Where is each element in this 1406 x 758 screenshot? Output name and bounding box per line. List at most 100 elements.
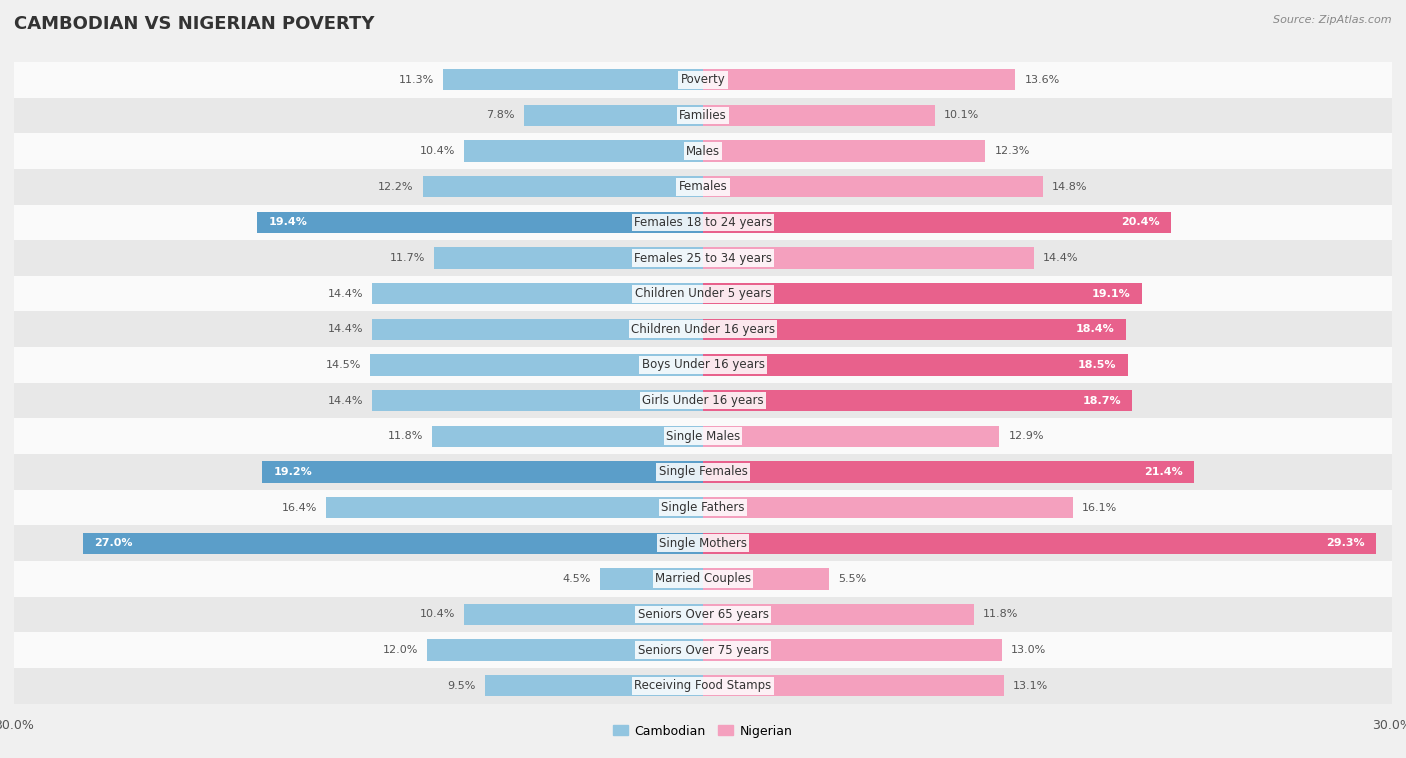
- Text: 14.5%: 14.5%: [325, 360, 361, 370]
- Text: 14.4%: 14.4%: [1043, 253, 1078, 263]
- Text: 21.4%: 21.4%: [1144, 467, 1182, 477]
- Text: 10.4%: 10.4%: [419, 146, 456, 156]
- Bar: [14, 62, 1392, 98]
- Bar: [464, 140, 703, 161]
- Bar: [14, 347, 1392, 383]
- Bar: [703, 640, 1001, 661]
- Bar: [262, 461, 703, 483]
- Bar: [83, 533, 703, 554]
- Bar: [14, 276, 1392, 312]
- Bar: [14, 205, 1392, 240]
- Text: 7.8%: 7.8%: [486, 111, 515, 121]
- Bar: [703, 425, 1000, 447]
- Bar: [373, 283, 703, 305]
- Legend: Cambodian, Nigerian: Cambodian, Nigerian: [609, 719, 797, 743]
- Text: Females: Females: [679, 180, 727, 193]
- Text: Receiving Food Stamps: Receiving Food Stamps: [634, 679, 772, 692]
- Text: Boys Under 16 years: Boys Under 16 years: [641, 359, 765, 371]
- Bar: [14, 525, 1392, 561]
- Bar: [464, 604, 703, 625]
- Bar: [703, 354, 1128, 376]
- Bar: [703, 69, 1015, 90]
- Text: 16.4%: 16.4%: [281, 503, 318, 512]
- Text: 18.5%: 18.5%: [1078, 360, 1116, 370]
- Bar: [524, 105, 703, 126]
- Text: 11.8%: 11.8%: [983, 609, 1018, 619]
- Bar: [703, 533, 1376, 554]
- Bar: [14, 312, 1392, 347]
- Text: Females 18 to 24 years: Females 18 to 24 years: [634, 216, 772, 229]
- Bar: [703, 176, 1043, 197]
- Text: Single Fathers: Single Fathers: [661, 501, 745, 514]
- Text: Females 25 to 34 years: Females 25 to 34 years: [634, 252, 772, 265]
- Text: 13.1%: 13.1%: [1012, 681, 1049, 691]
- Text: 14.4%: 14.4%: [328, 289, 363, 299]
- Text: 12.3%: 12.3%: [994, 146, 1031, 156]
- Text: 29.3%: 29.3%: [1326, 538, 1364, 548]
- Bar: [373, 390, 703, 412]
- Text: Males: Males: [686, 145, 720, 158]
- Bar: [703, 568, 830, 590]
- Bar: [370, 354, 703, 376]
- Text: Source: ZipAtlas.com: Source: ZipAtlas.com: [1274, 15, 1392, 25]
- Bar: [703, 496, 1073, 518]
- Text: 14.4%: 14.4%: [328, 324, 363, 334]
- Text: 19.2%: 19.2%: [274, 467, 312, 477]
- Text: 14.4%: 14.4%: [328, 396, 363, 406]
- Bar: [703, 283, 1142, 305]
- Text: 27.0%: 27.0%: [94, 538, 134, 548]
- Bar: [703, 247, 1033, 269]
- Bar: [427, 640, 703, 661]
- Bar: [485, 675, 703, 697]
- Text: 13.0%: 13.0%: [1011, 645, 1046, 655]
- Text: 12.2%: 12.2%: [378, 182, 413, 192]
- Bar: [703, 140, 986, 161]
- Bar: [14, 632, 1392, 668]
- Bar: [14, 561, 1392, 597]
- Bar: [14, 169, 1392, 205]
- Bar: [326, 496, 703, 518]
- Bar: [703, 318, 1126, 340]
- Text: Girls Under 16 years: Girls Under 16 years: [643, 394, 763, 407]
- Bar: [443, 69, 703, 90]
- Bar: [703, 211, 1171, 233]
- Bar: [434, 247, 703, 269]
- Bar: [703, 604, 974, 625]
- Bar: [14, 668, 1392, 703]
- Bar: [703, 390, 1132, 412]
- Bar: [257, 211, 703, 233]
- Text: 11.3%: 11.3%: [399, 75, 434, 85]
- Text: Children Under 5 years: Children Under 5 years: [634, 287, 772, 300]
- Bar: [432, 425, 703, 447]
- Text: 18.4%: 18.4%: [1076, 324, 1114, 334]
- Text: 4.5%: 4.5%: [562, 574, 591, 584]
- Bar: [423, 176, 703, 197]
- Text: 5.5%: 5.5%: [838, 574, 866, 584]
- Text: 10.4%: 10.4%: [419, 609, 456, 619]
- Bar: [14, 383, 1392, 418]
- Text: 11.7%: 11.7%: [389, 253, 425, 263]
- Bar: [703, 461, 1195, 483]
- Bar: [14, 240, 1392, 276]
- Text: CAMBODIAN VS NIGERIAN POVERTY: CAMBODIAN VS NIGERIAN POVERTY: [14, 15, 374, 33]
- Text: 11.8%: 11.8%: [388, 431, 423, 441]
- Text: Married Couples: Married Couples: [655, 572, 751, 585]
- Text: 18.7%: 18.7%: [1083, 396, 1121, 406]
- Text: 20.4%: 20.4%: [1122, 218, 1160, 227]
- Bar: [373, 318, 703, 340]
- Bar: [14, 454, 1392, 490]
- Bar: [14, 418, 1392, 454]
- Bar: [14, 597, 1392, 632]
- Text: Poverty: Poverty: [681, 74, 725, 86]
- Text: Families: Families: [679, 109, 727, 122]
- Text: 16.1%: 16.1%: [1083, 503, 1118, 512]
- Bar: [14, 98, 1392, 133]
- Bar: [14, 133, 1392, 169]
- Text: Single Males: Single Males: [666, 430, 740, 443]
- Bar: [703, 105, 935, 126]
- Bar: [14, 490, 1392, 525]
- Text: Single Mothers: Single Mothers: [659, 537, 747, 550]
- Text: Single Females: Single Females: [658, 465, 748, 478]
- Text: 12.0%: 12.0%: [382, 645, 418, 655]
- Bar: [599, 568, 703, 590]
